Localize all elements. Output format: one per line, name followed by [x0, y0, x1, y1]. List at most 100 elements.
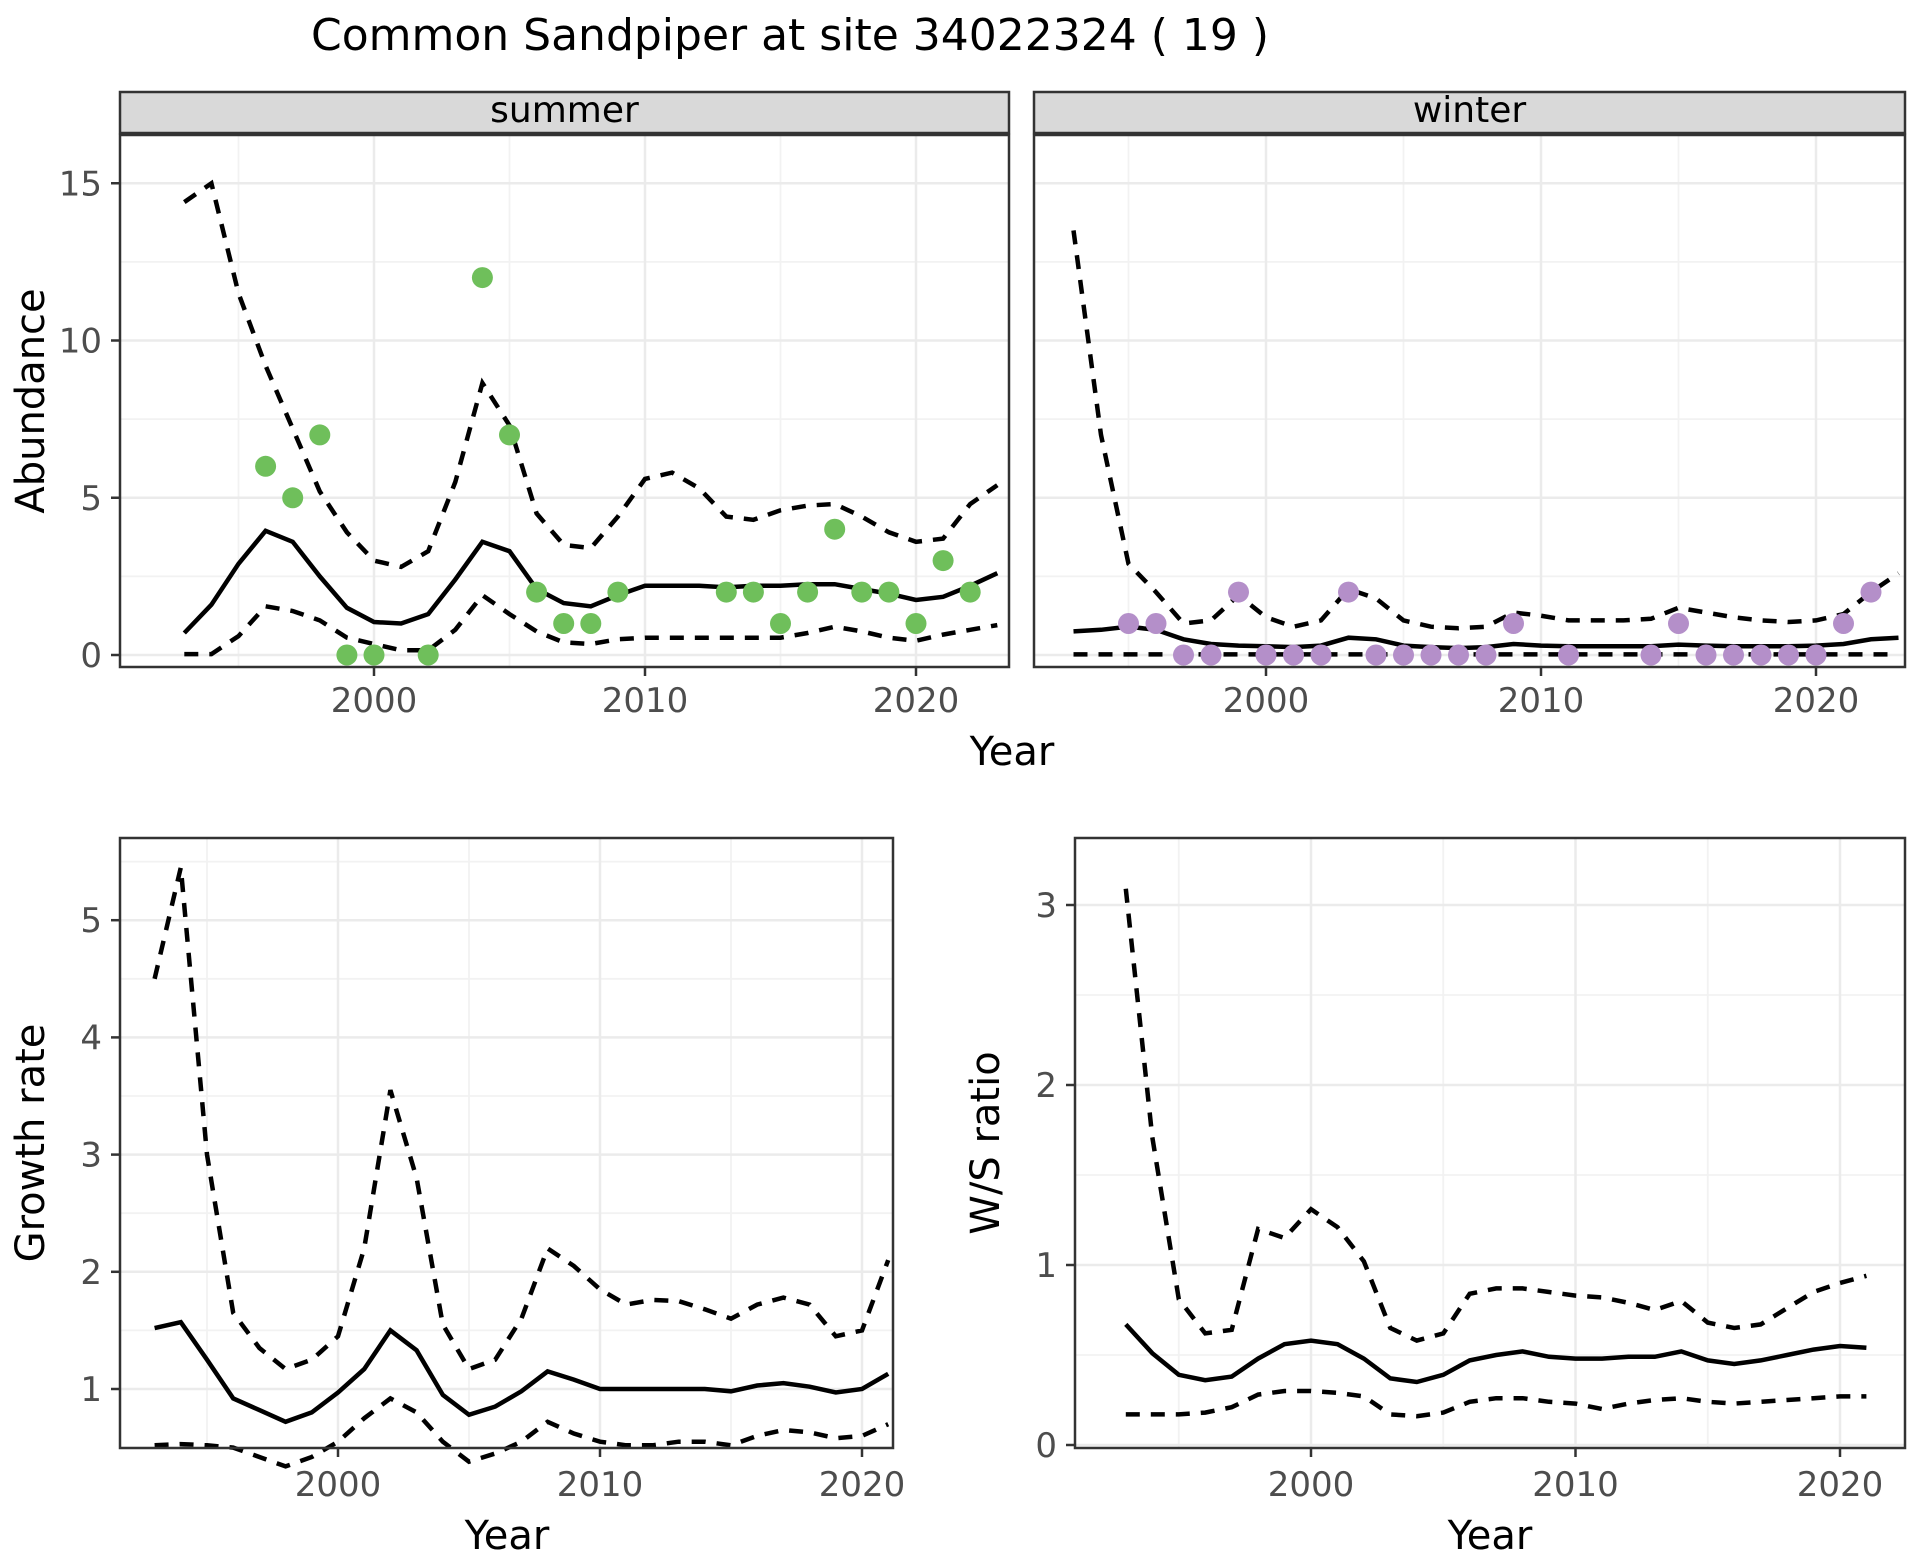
x-tick-label: 2020: [819, 1465, 906, 1505]
x-tick-label: 2020: [1797, 1465, 1884, 1505]
x-tick-label: 2000: [1268, 1465, 1355, 1505]
data-point: [255, 455, 277, 477]
upper-ci-line: [152, 866, 891, 1372]
data-point: [1503, 613, 1524, 634]
y-tick-label: 3: [80, 1136, 102, 1176]
data-point: [770, 613, 791, 634]
data-point: [1475, 644, 1497, 666]
data-point: [1310, 644, 1332, 666]
x-axis-title: Year: [464, 1513, 550, 1559]
y-tick-label: 1: [80, 1370, 102, 1410]
y-tick-label: 0: [80, 636, 102, 676]
lower-ci-line: [1125, 1388, 1867, 1419]
data-point: [1173, 644, 1194, 666]
facet-strip: [1032, 90, 1907, 135]
data-point: [932, 550, 954, 572]
y-tick-label: 1: [1035, 1246, 1057, 1286]
x-tick-label: 2000: [331, 681, 418, 721]
panel-border: [1073, 836, 1907, 1450]
data-point: [1833, 613, 1854, 634]
panel-border: [1032, 133, 1907, 669]
facet-strip-label: winter: [1413, 90, 1527, 131]
data-point: [1778, 644, 1799, 666]
upper-ci-line: [183, 179, 999, 570]
data-point: [715, 581, 737, 603]
data-point: [553, 613, 575, 634]
data-point: [417, 644, 439, 666]
data-point: [1723, 644, 1744, 666]
data-point: [742, 581, 764, 603]
data-point: [1283, 644, 1304, 666]
data-point: [959, 581, 981, 603]
x-tick-label: 2020: [873, 681, 960, 721]
upper-ci-line: [1123, 888, 1867, 1343]
data-point: [1338, 581, 1359, 603]
data-point: [282, 487, 304, 509]
data-point: [499, 424, 520, 446]
x-axis-title: Year: [1447, 1513, 1533, 1559]
data-point: [824, 518, 846, 540]
panel-background: [120, 838, 893, 1448]
y-tick-label: 4: [80, 1018, 102, 1058]
x-tick-label: 2020: [1773, 681, 1860, 721]
x-tick-label: 2010: [602, 681, 689, 721]
panel-background: [1034, 135, 1905, 667]
facet-strip-label: summer: [490, 90, 639, 131]
y-tick-label: 5: [80, 901, 102, 941]
y-tick-label: 2: [1035, 1066, 1057, 1106]
data-point: [1393, 644, 1414, 666]
data-point: [1365, 644, 1387, 666]
data-point: [1145, 613, 1167, 634]
y-axis-title: Growth rate: [8, 1024, 54, 1263]
data-point: [1750, 644, 1772, 666]
data-point: [526, 581, 548, 603]
panel-background: [120, 135, 1009, 667]
data-point: [1200, 644, 1222, 666]
plot-title: Common Sandpiper at site 34022324 ( 19 ): [311, 10, 1269, 61]
x-tick-label: 2010: [557, 1465, 644, 1505]
panel-border: [118, 836, 895, 1450]
x-tick-label: 2010: [1498, 681, 1585, 721]
data-point: [1668, 613, 1689, 634]
y-tick-label: 2: [80, 1253, 102, 1293]
panel-border: [118, 133, 1011, 669]
y-tick-label: 10: [59, 322, 102, 362]
lower-ci-line: [154, 1395, 890, 1469]
data-point: [1860, 581, 1882, 603]
x-tick-label: 2000: [1223, 681, 1310, 721]
data-point: [1695, 644, 1717, 666]
data-point: [1558, 644, 1579, 666]
y-tick-label: 5: [80, 479, 102, 519]
y-tick-label: 3: [1035, 886, 1057, 926]
data-point: [1118, 613, 1139, 634]
x-tick-label: 2010: [1532, 1465, 1619, 1505]
data-point: [1640, 644, 1662, 666]
lower-ci-line: [184, 592, 998, 657]
x-tick-label: 2000: [295, 1465, 382, 1505]
data-point: [1448, 644, 1469, 666]
y-tick-label: 15: [59, 164, 102, 204]
data-point: [336, 644, 358, 666]
data-point: [607, 581, 629, 603]
data-point: [471, 267, 493, 289]
facet-strip: [118, 90, 1011, 135]
data-point: [1805, 644, 1827, 666]
data-point: [905, 613, 927, 634]
data-point: [851, 581, 873, 603]
y-axis-title: W/S ratio: [963, 1051, 1009, 1234]
data-point: [797, 581, 819, 603]
data-point: [580, 613, 602, 634]
data-point: [363, 644, 385, 666]
data-point: [878, 581, 900, 603]
x-axis-title: Year: [969, 729, 1055, 775]
y-tick-label: 0: [1035, 1426, 1057, 1466]
fit-line: [1124, 1322, 1867, 1385]
fit-line: [154, 1319, 890, 1425]
panel-background: [1075, 838, 1905, 1448]
data-point: [1228, 581, 1249, 603]
y-axis-title: Abundance: [8, 288, 54, 513]
data-point: [309, 424, 331, 446]
data-point: [1255, 644, 1277, 666]
